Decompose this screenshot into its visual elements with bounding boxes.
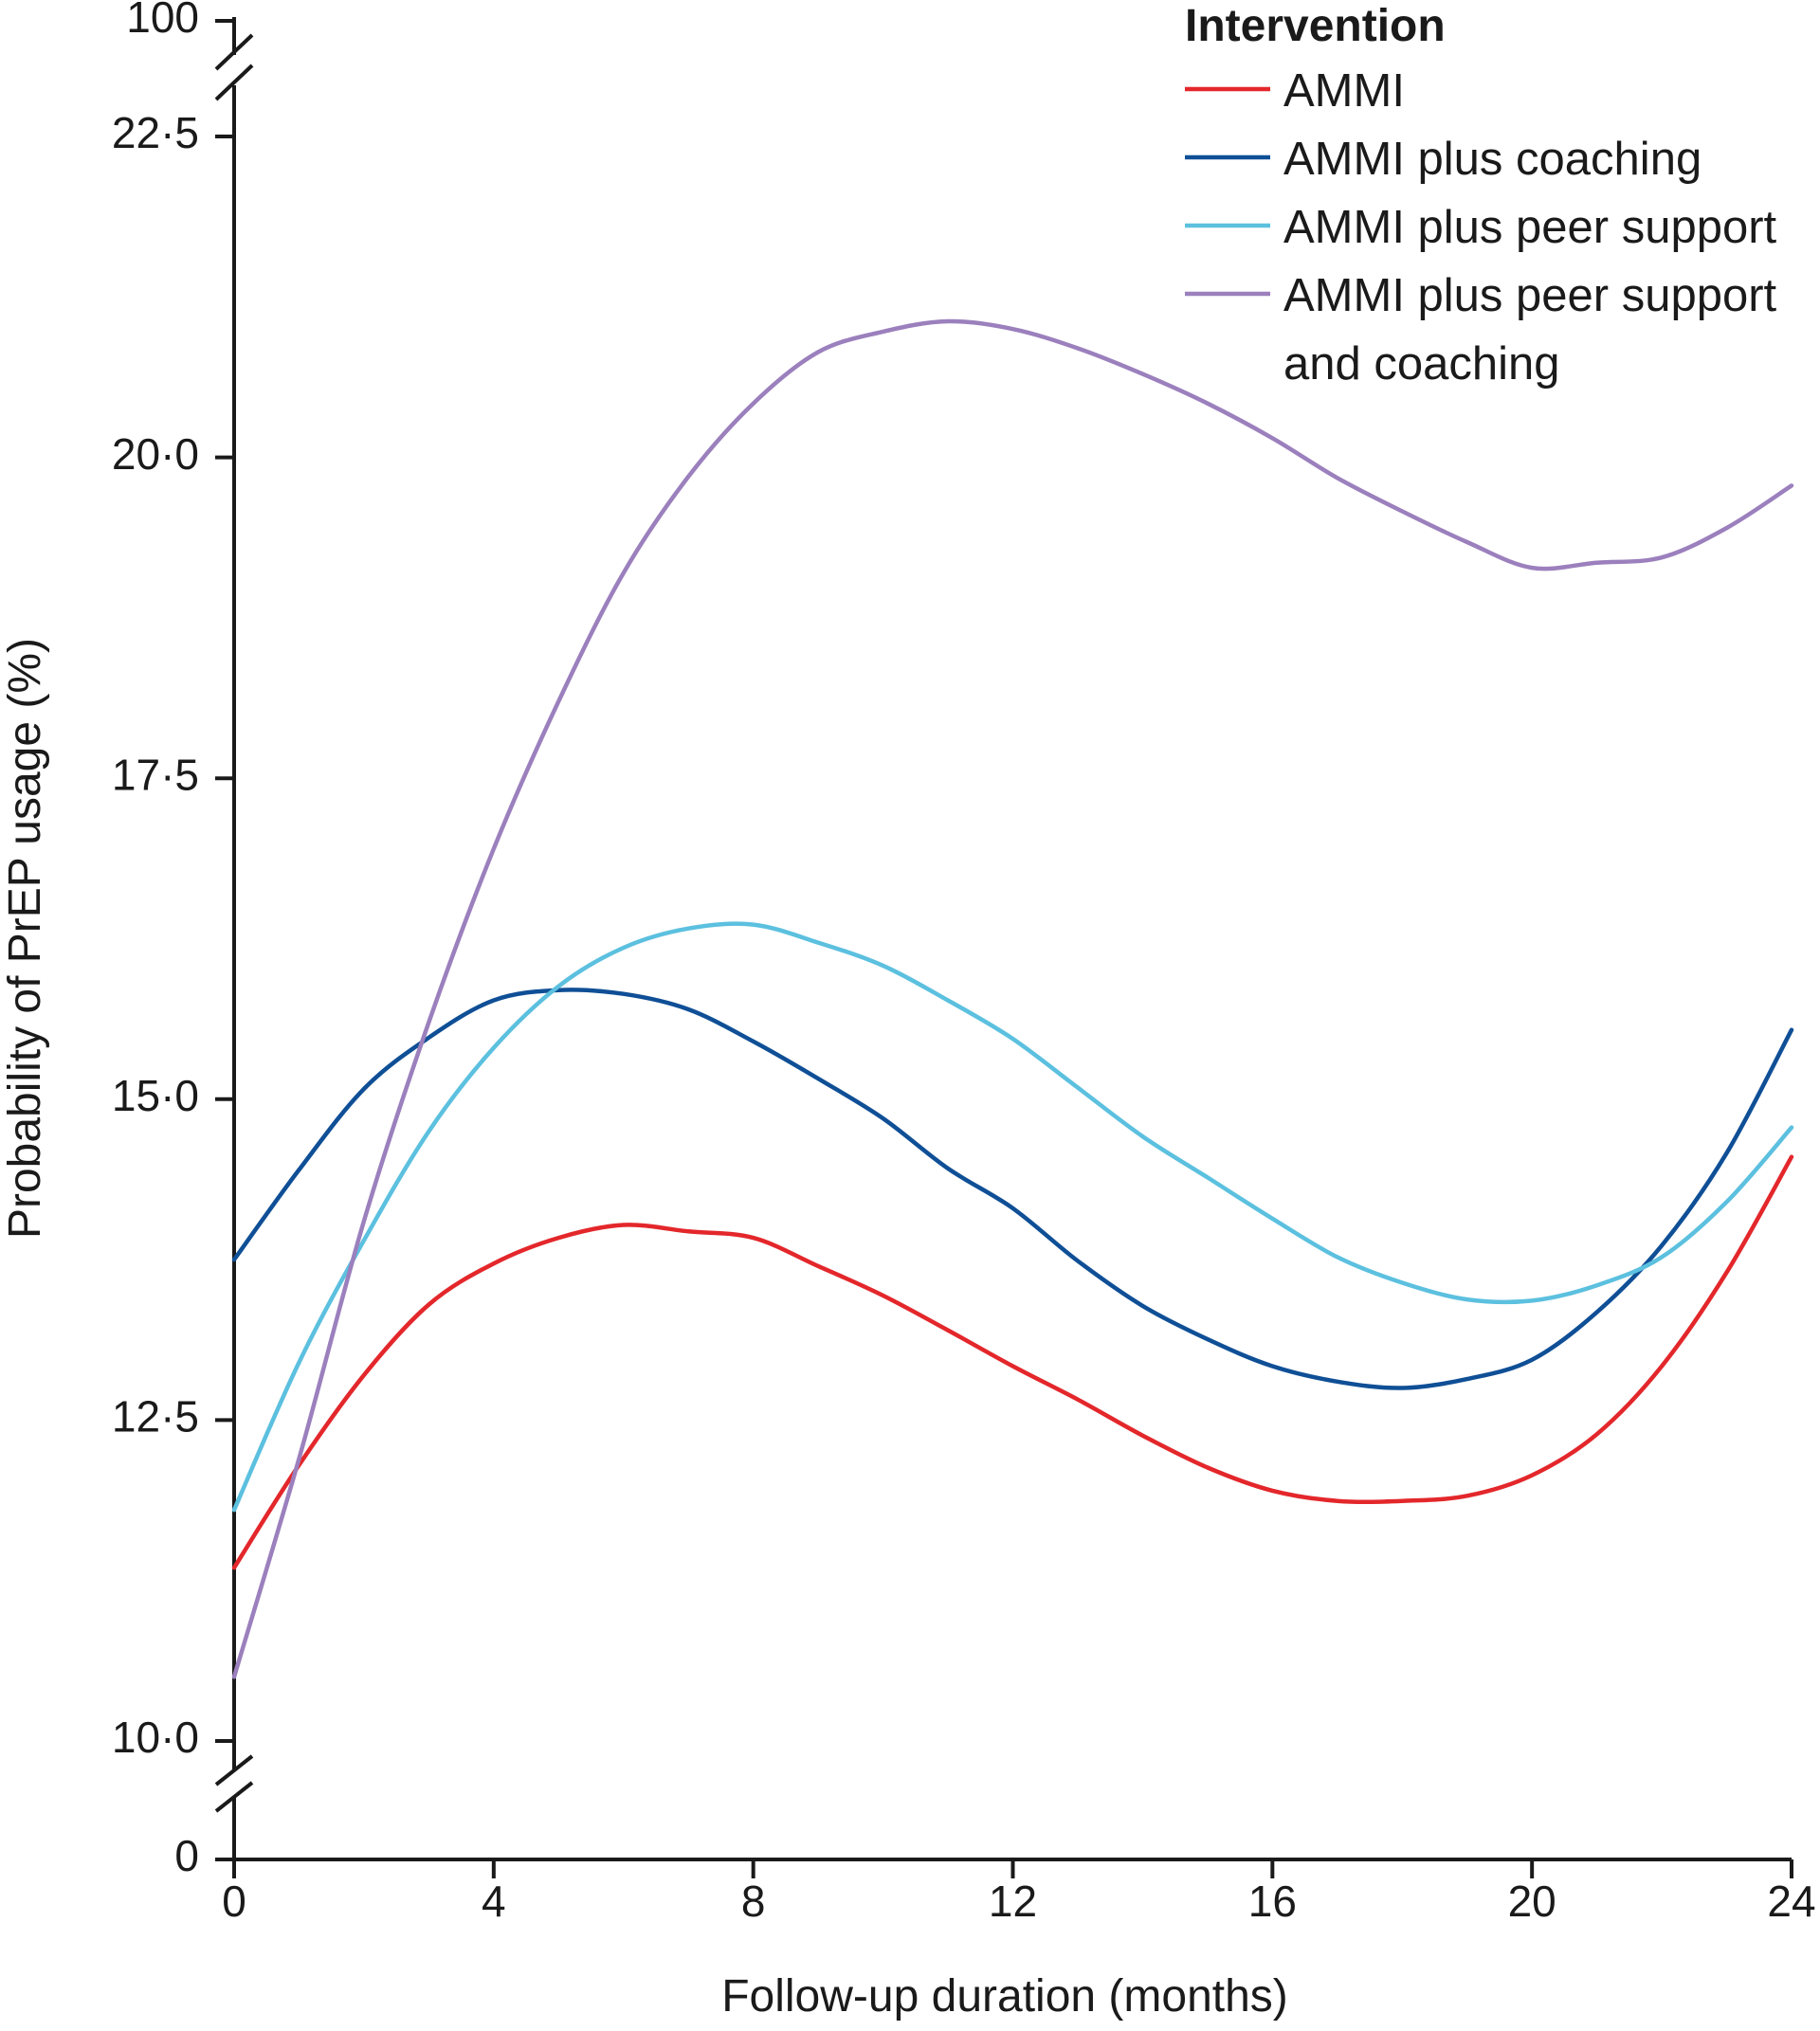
legend-item: AMMI plus coaching <box>1185 134 1702 185</box>
legend-title: Intervention <box>1185 1 1446 51</box>
x-tick-label: 20 <box>1508 1877 1556 1926</box>
x-tick-label: 12 <box>989 1877 1037 1926</box>
y-tick-label: 15·0 <box>112 1071 199 1120</box>
legend-item: AMMI <box>1185 65 1405 117</box>
y-break-mark-lower-a <box>214 1754 254 1786</box>
y-tick-label-100: 100 <box>126 0 199 42</box>
legend-item: AMMI plus peer support <box>1185 202 1777 253</box>
y-tick-label: 22·5 <box>112 108 199 157</box>
y-tick-label: 17·5 <box>112 750 199 799</box>
x-tick-label: 4 <box>482 1877 506 1926</box>
y-break-mark-upper-b <box>214 63 254 101</box>
x-tick-label: 24 <box>1767 1877 1815 1926</box>
legend-label: AMMI plus coaching <box>1283 134 1702 185</box>
y-break-mark-upper-a <box>214 33 254 71</box>
legend: Intervention AMMI AMMI plus coaching AMMI … <box>1185 1 1777 390</box>
series-line-4 <box>231 318 1794 1679</box>
legend-label: AMMI plus peer support <box>1283 270 1777 321</box>
x-tick-label: 8 <box>741 1877 766 1926</box>
y-tick-label-0: 0 <box>174 1831 199 1880</box>
x-tick-label: 16 <box>1248 1877 1297 1926</box>
legend-item: AMMI plus peer support and coaching <box>1185 270 1777 390</box>
x-ticks: 0 4 8 12 16 20 24 <box>222 1859 1816 1926</box>
series-line-2 <box>231 988 1794 1390</box>
series-line-3 <box>231 921 1794 1513</box>
legend-label: AMMI <box>1283 65 1405 117</box>
y-tick-label: 10·0 <box>112 1713 199 1762</box>
y-tick-label: 20·0 <box>112 429 199 479</box>
series-lines <box>231 318 1794 1679</box>
series-line-1 <box>231 1154 1794 1570</box>
x-axis-title: Follow-up duration (months) <box>721 1971 1288 2022</box>
y-tick-label: 12·5 <box>112 1392 199 1442</box>
x-tick-label: 0 <box>222 1877 246 1926</box>
y-break-mark-lower-b <box>214 1781 254 1813</box>
y-axis-title: Probability of PrEP usage (%) <box>0 638 50 1239</box>
legend-label: AMMI plus peer support <box>1283 202 1777 253</box>
y-ticks: 10·0 12·5 15·0 17·5 20·0 22·5 <box>112 108 234 1762</box>
legend-label: and coaching <box>1283 338 1560 390</box>
